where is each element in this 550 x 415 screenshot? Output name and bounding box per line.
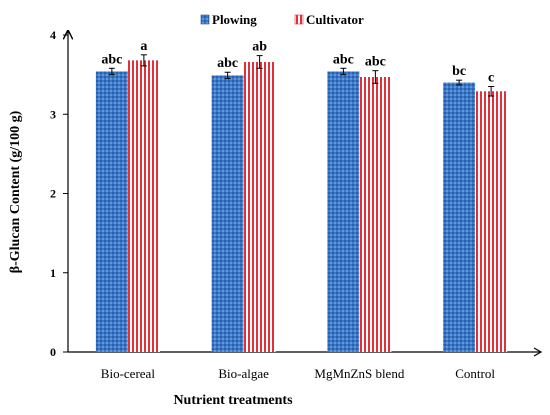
x-category-label: Control <box>455 366 495 381</box>
legend-label-plowing: Plowing <box>212 12 257 27</box>
y-tick-label: 0 <box>50 345 56 359</box>
bar-plowing <box>95 71 128 352</box>
significance-letter: ab <box>252 40 267 55</box>
y-tick-label: 2 <box>50 187 56 201</box>
significance-letter: c <box>488 71 494 86</box>
bar-cultivator <box>243 61 276 352</box>
bar-cultivator <box>475 91 508 352</box>
bar-cultivator <box>359 77 392 352</box>
y-axis-ticks: 0 1 2 3 4 <box>50 28 68 359</box>
bar-plowing <box>211 75 244 352</box>
significance-letter: abc <box>101 52 122 67</box>
legend-swatch-cultivator <box>294 14 304 25</box>
significance-letter: abc <box>217 56 238 71</box>
x-category-label: MgMnZnS blend <box>314 366 404 381</box>
y-tick-label: 3 <box>50 107 56 121</box>
significance-letter: bc <box>452 64 466 79</box>
x-axis-categories: Bio-cereal Bio-algae MgMnZnS blend Control <box>101 366 496 381</box>
x-category-label: Bio-cereal <box>101 366 156 381</box>
significance-letter: a <box>140 39 147 54</box>
y-axis-title: β-Glucan Content (g/100 g) <box>8 110 23 273</box>
bar-plowing <box>327 71 360 352</box>
bar-cultivator <box>127 60 160 353</box>
x-category-label: Bio-algae <box>218 366 269 381</box>
legend-swatch-plowing <box>200 14 210 25</box>
significance-letter: abc <box>333 52 354 67</box>
y-tick-label: 1 <box>50 266 56 280</box>
legend-label-cultivator: Cultivator <box>306 12 364 27</box>
significance-letter: abc <box>365 55 386 70</box>
x-axis-title: Nutrient treatments <box>173 393 293 408</box>
x-axis-arrowhead <box>533 347 543 357</box>
legend: Plowing Cultivator <box>200 12 364 27</box>
y-tick-label: 4 <box>50 28 56 42</box>
bar-plowing <box>443 82 476 353</box>
